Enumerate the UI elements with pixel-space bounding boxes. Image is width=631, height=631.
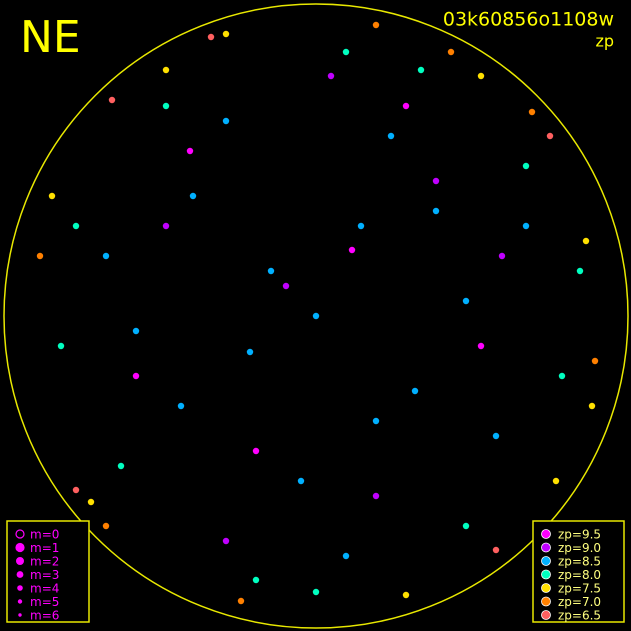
star-point [327,72,335,80]
star-point [162,102,170,110]
legend-marker [541,542,551,553]
star-point [132,372,140,380]
star-point [87,498,95,506]
corner-label: NE [20,12,81,63]
size-legend-marker [17,585,23,591]
size-legend-label: m=1 [30,541,59,555]
star-point [237,597,245,605]
star-point [207,33,215,41]
legend-marker [541,610,551,620]
star-point [222,537,230,545]
size-legend-label: m=2 [30,555,59,569]
star-point [387,132,395,140]
star-point [162,66,170,74]
star-point [492,546,500,554]
star-point [222,30,230,38]
legend-label: zp=8.5 [558,555,601,569]
size-legend-marker [18,613,22,617]
star-point [36,252,44,260]
star-point [312,312,320,320]
star-point [72,222,80,230]
star-point [372,417,380,425]
star-point [348,246,356,254]
star-point [177,402,185,410]
star-point [252,576,260,584]
star-point [591,357,599,365]
star-point [342,48,350,56]
star-point [462,297,470,305]
star-point [558,372,566,380]
star-point [372,21,380,29]
star-point [417,66,425,74]
star-point [576,267,584,275]
field-circle [3,3,629,629]
star-point [546,132,554,140]
legend-label: zp=9.5 [558,528,601,542]
size-legend-label: m=3 [30,568,59,582]
star-point [312,588,320,596]
star-point [342,552,350,560]
star-point [498,252,506,260]
legend-marker [541,529,551,539]
star-point [132,327,140,335]
star-point [57,342,65,350]
legend-marker [541,596,551,607]
star-point [492,432,500,440]
size-legend-marker [17,599,23,604]
legend-label: zp=8.0 [558,568,601,582]
size-legend-marker [16,571,24,578]
size-legend-label: m=0 [30,528,59,542]
size-legend-label: m=6 [30,609,59,623]
legend-marker [541,556,551,566]
size-legend-label: m=5 [30,595,59,609]
star-point [357,222,365,230]
star-point [102,252,110,260]
chart-subtitle: zp [595,32,614,51]
star-point [246,348,254,356]
star-point [252,447,260,455]
star-point [282,282,290,290]
star-point [189,192,197,200]
star-point [477,342,485,350]
star-point [552,477,560,485]
star-point [162,222,170,230]
star-point [528,108,536,116]
star-point [477,72,485,80]
star-point [102,522,110,530]
star-point [402,102,410,110]
star-point [432,177,440,185]
legend-label: zp=7.0 [558,595,601,609]
star-point [432,207,440,215]
star-point [297,477,305,485]
star-point [117,462,125,470]
star-point [582,237,590,245]
chart-title: 03k60856o1108w [443,9,614,31]
legend-label: zp=9.0 [558,541,601,555]
size-legend-marker [15,529,25,539]
points [36,21,599,605]
legend-marker [541,569,551,580]
size-legend-marker [15,542,25,553]
star-point [402,591,410,599]
size-legend-label: m=4 [30,582,59,596]
star-point [186,147,194,155]
star-point [222,117,230,125]
star-point [462,522,470,530]
star-point [108,96,116,104]
star-point [72,486,80,494]
legend-label: zp=7.5 [558,582,601,596]
star-point [522,222,530,230]
star-point [522,162,530,170]
legend-marker [541,583,551,593]
size-legend-marker [16,556,25,565]
star-point [48,192,56,200]
star-point [447,48,455,56]
star-point [267,267,275,275]
star-point [411,387,419,395]
star-point [588,402,596,410]
legend-label: zp=6.5 [558,609,601,623]
star-point [372,492,380,500]
